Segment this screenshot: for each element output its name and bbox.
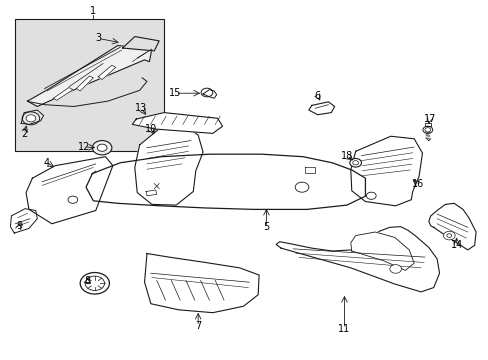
Text: 15: 15 [169,88,181,98]
Polygon shape [350,136,422,206]
Circle shape [422,126,432,134]
Text: 10: 10 [144,124,157,134]
Bar [15,19,163,151]
Circle shape [22,112,40,125]
Text: 5: 5 [263,222,269,232]
Text: 9: 9 [16,221,22,231]
Text: 18: 18 [340,150,352,161]
Text: 13: 13 [135,103,147,113]
Polygon shape [308,102,334,115]
Polygon shape [76,76,93,91]
Polygon shape [144,253,259,313]
Circle shape [26,115,36,122]
Text: 2: 2 [21,129,27,139]
Polygon shape [21,110,43,125]
Circle shape [68,196,78,203]
Text: 14: 14 [449,240,462,250]
Text: 6: 6 [314,91,320,101]
Text: 3: 3 [95,33,101,43]
Polygon shape [10,209,37,233]
Polygon shape [424,123,430,126]
Circle shape [424,128,430,132]
Polygon shape [122,37,159,51]
Circle shape [92,140,112,155]
Polygon shape [135,126,203,205]
Polygon shape [27,45,152,107]
Text: 17: 17 [423,114,435,124]
Circle shape [443,231,454,240]
Circle shape [366,192,375,199]
Text: 7: 7 [195,321,201,331]
Circle shape [85,276,104,291]
Circle shape [349,158,361,167]
Polygon shape [86,154,365,210]
Polygon shape [305,167,315,173]
Circle shape [80,273,109,294]
Circle shape [389,265,401,273]
Polygon shape [276,226,439,292]
Polygon shape [428,203,475,250]
Text: 12: 12 [78,142,91,152]
Text: 11: 11 [338,324,350,334]
Text: 1: 1 [90,6,96,17]
Polygon shape [350,232,413,270]
Circle shape [97,144,107,151]
Text: 4: 4 [44,158,50,168]
Text: 16: 16 [410,179,423,189]
Polygon shape [132,113,222,134]
Text: 8: 8 [84,276,90,286]
Polygon shape [53,87,73,100]
Circle shape [352,161,358,165]
Polygon shape [26,157,113,224]
Circle shape [201,88,212,97]
Polygon shape [98,65,116,80]
Polygon shape [146,190,157,196]
Circle shape [446,234,451,237]
Circle shape [295,182,308,192]
